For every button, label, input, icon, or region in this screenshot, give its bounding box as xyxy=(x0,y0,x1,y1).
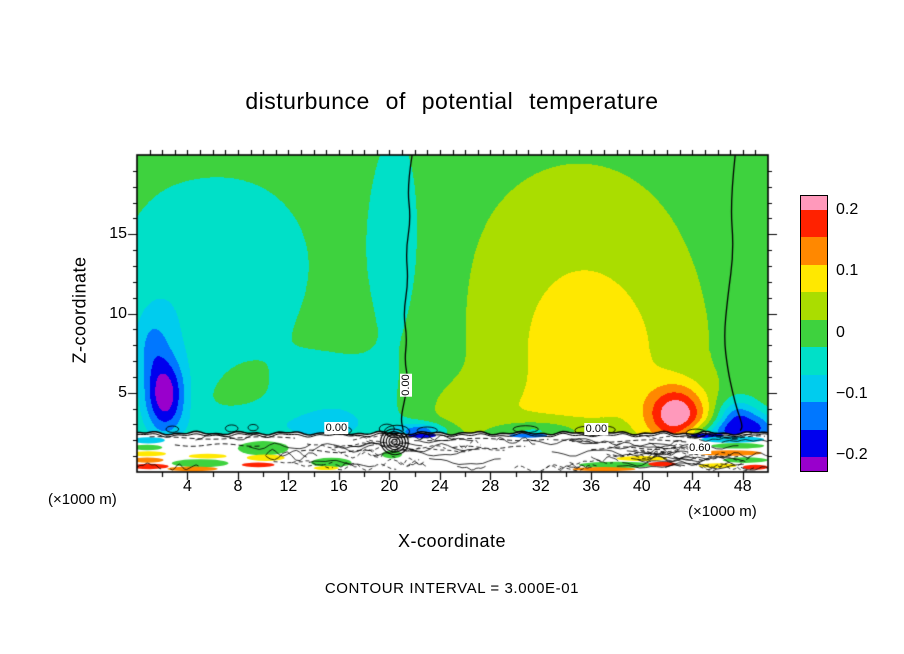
x-tick-label: 36 xyxy=(582,478,601,495)
colorbar xyxy=(800,195,828,472)
y-tick-label: 10 xyxy=(109,304,127,322)
x-tick-label: 32 xyxy=(531,478,550,495)
colorbar-segment xyxy=(801,237,827,265)
x-tick-label: 44 xyxy=(683,478,702,495)
contour-line-label: 0.00 xyxy=(584,423,609,436)
x-tick-label: 20 xyxy=(380,478,399,495)
contour-line-label: 0.00 xyxy=(400,373,413,397)
contour-interval-note: CONTOUR INTERVAL = 3.000E-01 xyxy=(324,580,580,597)
colorbar-tick-label: 0.1 xyxy=(836,262,859,280)
colorbar-segment xyxy=(801,196,827,210)
colorbar-segment xyxy=(801,429,827,458)
colorbar-segment xyxy=(801,292,827,320)
colorbar-segment xyxy=(801,209,827,238)
colorbar-tick-label: −0.1 xyxy=(836,384,868,402)
x-tick-label: 28 xyxy=(481,478,500,495)
y-tick-label: 15 xyxy=(109,225,127,243)
plot-title: disturbunce of potential temperature xyxy=(245,88,659,114)
x-tick-label: 24 xyxy=(430,478,449,495)
colorbar-tick-label: −0.2 xyxy=(836,445,868,463)
x-tick-label: 12 xyxy=(279,478,298,495)
x-axis-unit-left: (×1000 m) xyxy=(48,491,117,508)
colorbar-tick-label: 0.2 xyxy=(836,201,859,219)
x-tick-label: 48 xyxy=(733,478,752,495)
x-tick-label: 8 xyxy=(233,478,243,495)
colorbar-segment xyxy=(801,457,827,471)
y-tick-label: 5 xyxy=(118,383,127,401)
colorbar-segment xyxy=(801,319,827,348)
contour-line-label: 0.00 xyxy=(324,422,349,435)
x-tick-label: 40 xyxy=(632,478,651,495)
x-tick-label: 4 xyxy=(183,478,192,495)
colorbar-tick-label: 0 xyxy=(836,323,845,341)
x-axis-unit-right: (×1000 m) xyxy=(688,503,757,520)
colorbar-segment xyxy=(801,374,827,403)
contour-line-label: 0.60 xyxy=(688,442,712,455)
colorbar-segment xyxy=(801,264,827,293)
x-axis-label: X-coordinate xyxy=(397,531,507,551)
x-tick-label: 16 xyxy=(330,478,348,495)
colorbar-segment xyxy=(801,402,827,430)
colorbar-segment xyxy=(801,347,827,375)
